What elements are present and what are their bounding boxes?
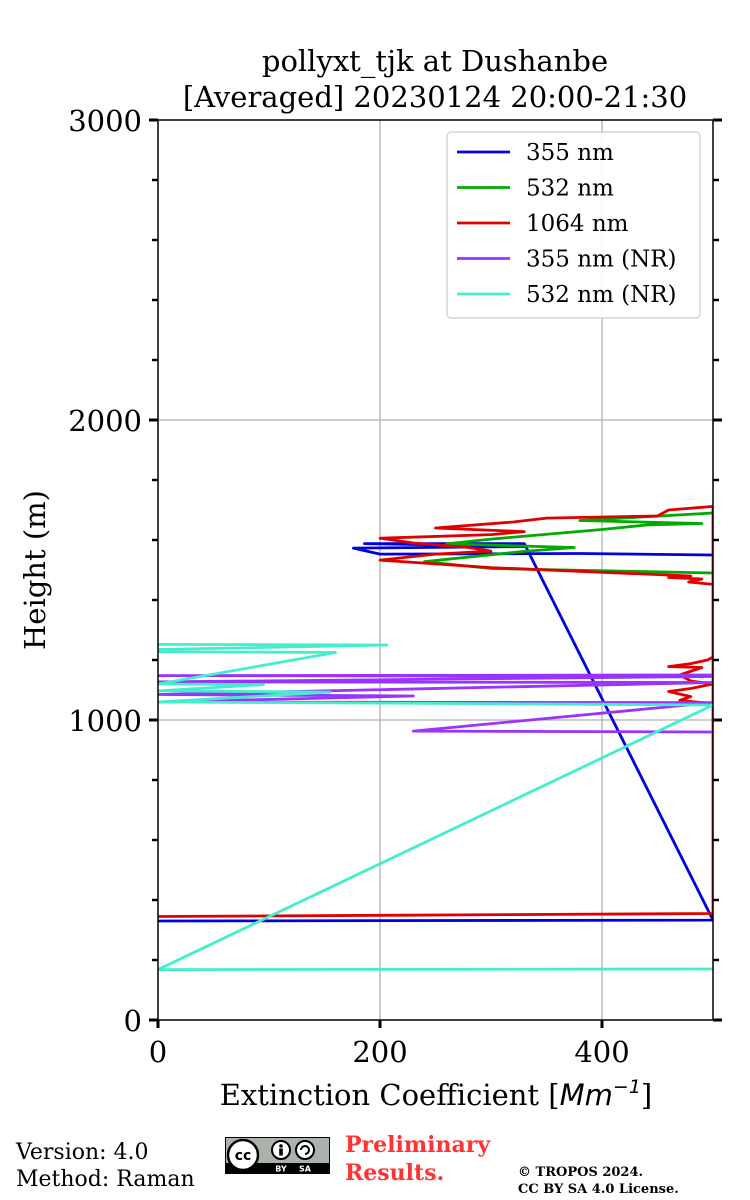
series-line-2 [158,505,713,918]
preliminary-label: Preliminary [345,1132,491,1158]
y-axis-label: Height (m) [18,490,52,650]
extinction-chart: pollyxt_tjk at Dushanbe [Averaged] 20230… [18,44,722,1112]
copyright-label: © TROPOS 2024. [518,1165,644,1180]
plot-frame [157,119,714,1021]
legend-box [446,131,701,319]
y-tick-label: 2000 [68,404,142,438]
series-line-4 [158,643,713,971]
legend: 355 nm 532 nm 1064 nm 355 nm (NR) 532 nm (NR… [446,131,701,319]
cc-badge-text: cc [235,1148,252,1164]
method-label: Method: Raman [16,1167,195,1192]
version-label: Version: 4.0 [16,1140,149,1165]
x-tick-label: 200 [352,1035,407,1069]
legend-label: 532 nm [526,176,614,202]
x-axis-label: Extinction Coefficient [Mm−1] [220,1076,653,1112]
x-tick-label: 0 [149,1035,167,1069]
cc-by-text: BY [275,1165,287,1174]
legend-label: 1064 nm [526,211,629,237]
license-label: CC BY SA 4.0 License. [518,1182,679,1197]
cc-license-icon: cc BY SA [225,1137,330,1174]
legend-label: 532 nm (NR) [526,282,677,308]
chart-title-line2: [Averaged] 20230124 20:00-21:30 [183,80,687,114]
data-series [158,505,713,971]
series-line-3 [158,673,713,734]
cc-sa-text: SA [299,1165,312,1174]
y-tick-label: 1000 [68,704,142,738]
axes [157,119,714,1021]
legend-label: 355 nm [526,140,614,166]
preliminary-label-2: Results. [345,1160,445,1186]
x-tick-label: 400 [574,1035,629,1069]
series-line-1 [423,511,713,575]
legend-label: 355 nm (NR) [526,247,677,273]
tick-marks: 0 1000 2000 3000 0 200 400 [68,104,722,1069]
y-tick-label: 3000 [68,104,142,138]
y-tick-label: 0 [124,1004,142,1038]
chart-title-line1: pollyxt_tjk at Dushanbe [262,44,608,79]
